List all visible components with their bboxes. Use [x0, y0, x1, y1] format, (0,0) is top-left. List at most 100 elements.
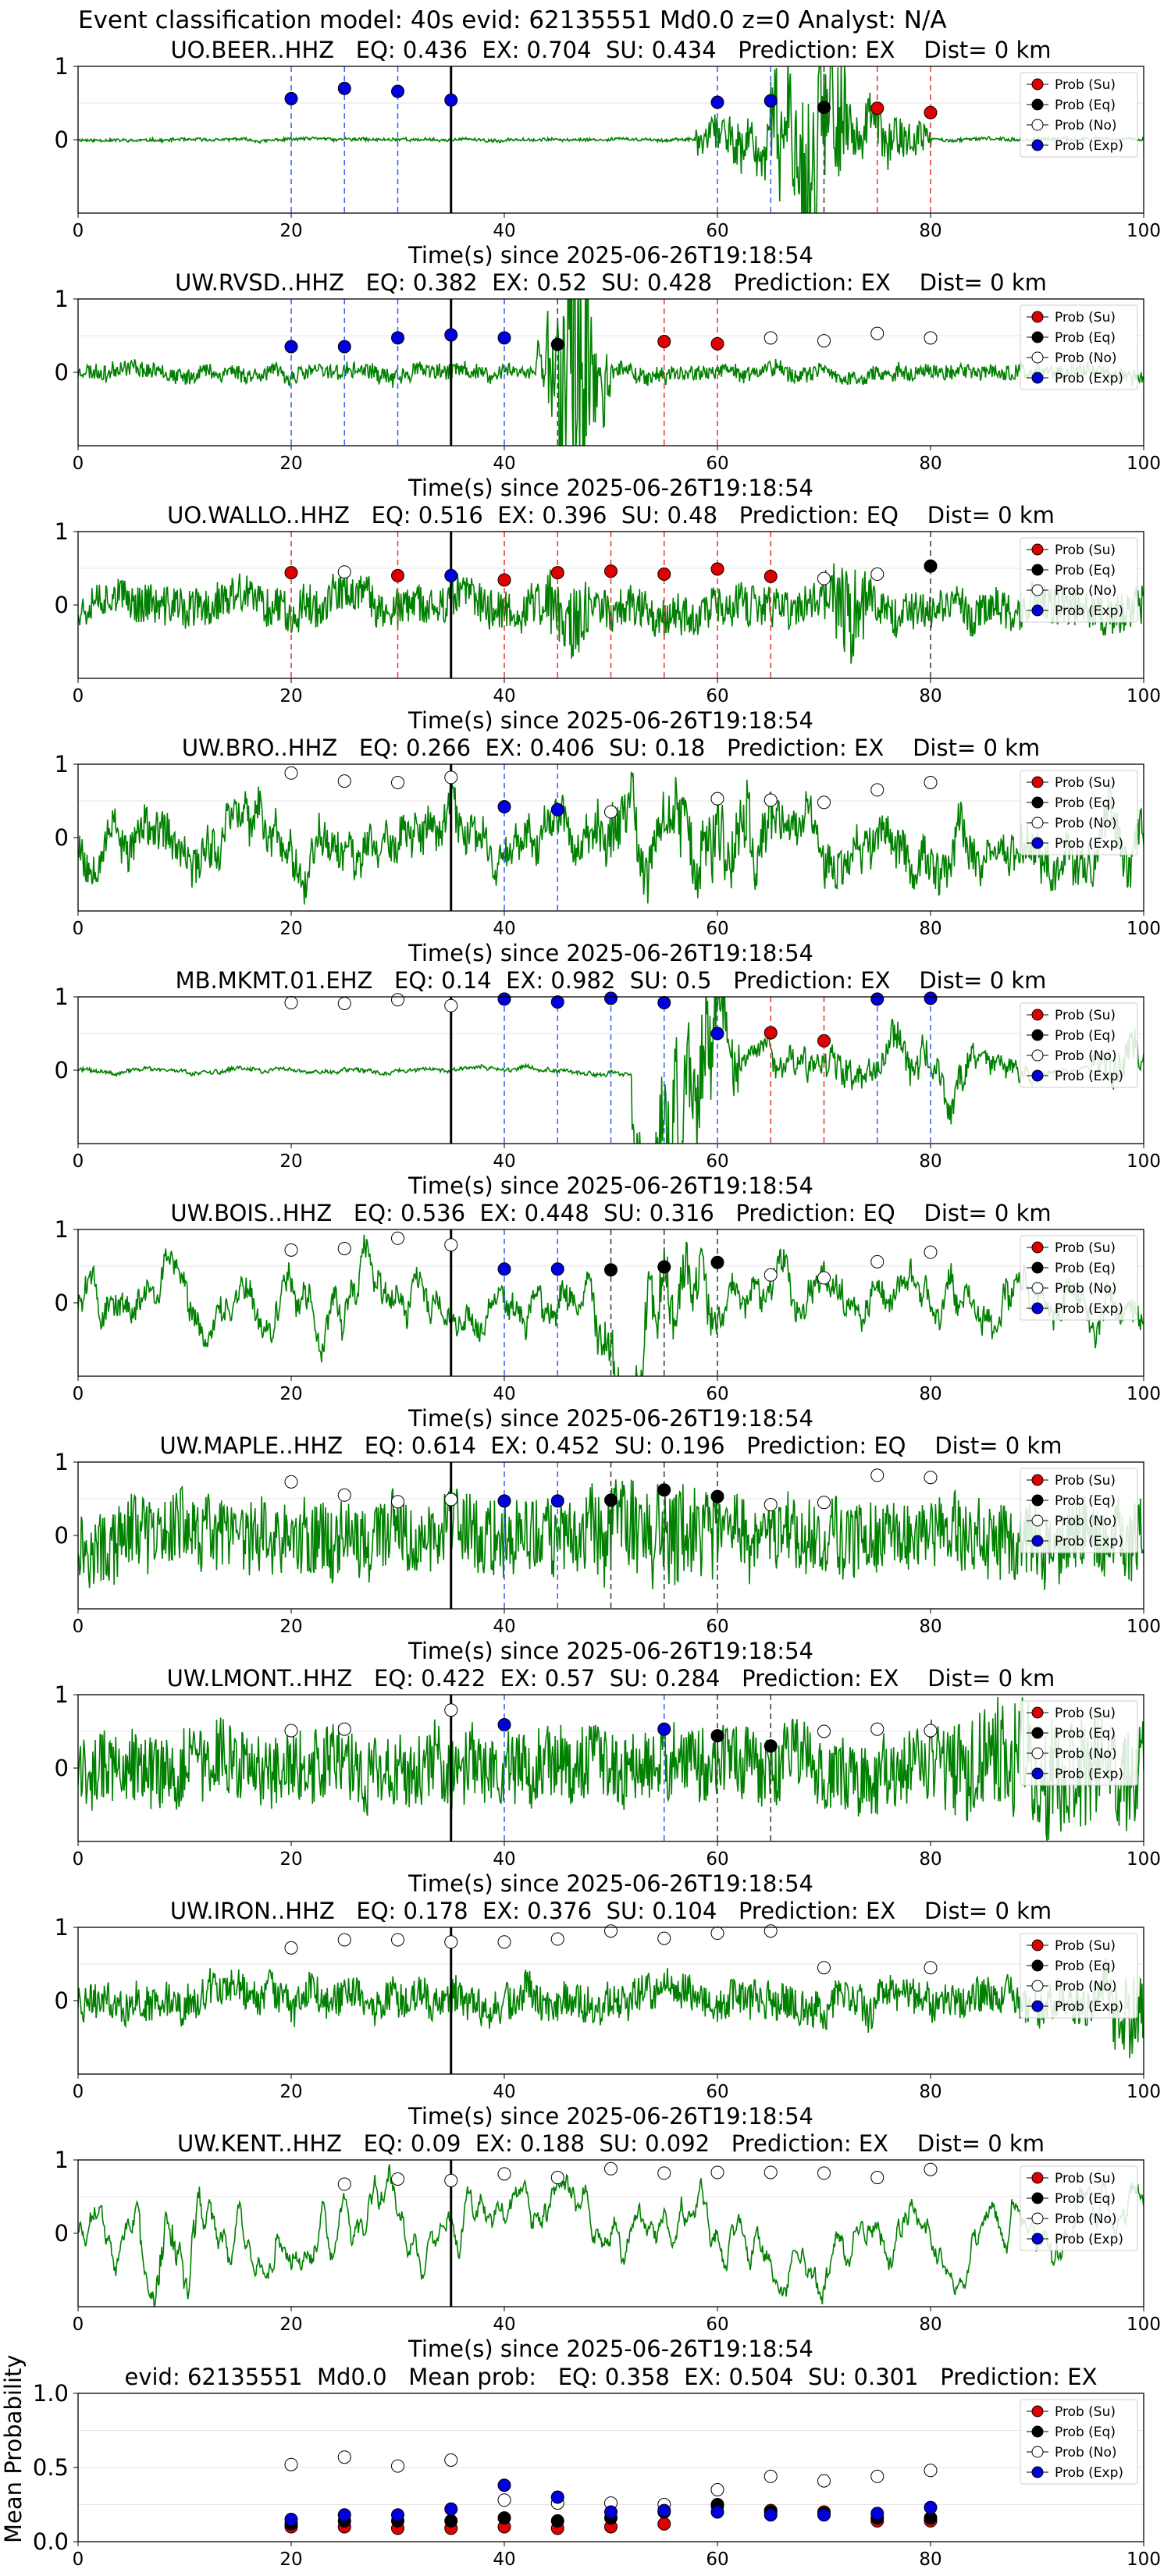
legend-marker-eq: [1031, 1029, 1044, 1041]
legend-box: [1020, 1933, 1138, 2019]
y-tick-label: 0.5: [33, 2454, 69, 2481]
prob-marker-eq: [657, 1483, 671, 1497]
x-axis-label: Time(s) since 2025-06-26T19:18:54: [408, 707, 813, 734]
prob-marker-exp: [924, 991, 938, 1005]
legend-label: Prob (Su): [1055, 543, 1116, 558]
prob-marker-su: [710, 336, 724, 350]
legend-marker-exp: [1031, 372, 1044, 384]
prob-marker-eq: [604, 1493, 618, 1507]
prob-marker-no: [870, 783, 884, 797]
prob-marker-no: [657, 2166, 671, 2180]
x-tick-label: 40: [493, 919, 515, 939]
x-tick-label: 100: [1127, 919, 1161, 939]
prob-marker-su: [284, 566, 298, 580]
mean-prob-marker-exp: [763, 2508, 778, 2522]
x-tick-label: 0: [73, 2082, 84, 2102]
x-tick-label: 0: [73, 919, 84, 939]
y-tick-label: 0: [55, 1755, 69, 1781]
y-tick-label: 1: [55, 2147, 69, 2173]
legend-marker-eq: [1031, 1727, 1044, 1739]
prob-marker-eq: [924, 559, 938, 573]
prob-marker-exp: [337, 340, 351, 354]
x-tick-label: 100: [1127, 1617, 1161, 1637]
legend-marker-eq: [1031, 564, 1044, 576]
prob-marker-eq: [710, 1255, 724, 1269]
legend-label: Prob (Su): [1055, 1706, 1116, 1721]
waveform-trace: [78, 771, 1144, 905]
waveform-trace: [78, 2164, 1144, 2307]
prob-marker-exp: [604, 991, 618, 1005]
y-tick-label: 0.0: [33, 2528, 69, 2555]
waveform-trace: [78, 299, 1144, 446]
legend-marker-exp: [1031, 2233, 1044, 2245]
prob-marker-no: [444, 1935, 458, 1949]
prob-marker-su: [763, 1026, 778, 1040]
prob-marker-no: [497, 2167, 511, 2181]
prob-marker-no: [710, 1927, 724, 1941]
mean-prob-marker-eq: [497, 2511, 511, 2525]
y-tick-label: 1: [55, 1216, 69, 1243]
panel-title: evid: 62135551 Md0.0 Mean prob: EQ: 0.35…: [124, 2364, 1098, 2390]
mean-probability-panel: 0 20 40 60 80 100 0.0 0.5 1.0 Prob (Su) Prob (Eq) P…: [33, 2380, 1161, 2570]
prob-marker-su: [550, 566, 564, 580]
prob-marker-no: [870, 326, 884, 340]
x-tick-label: 100: [1127, 221, 1161, 241]
prob-marker-exp: [497, 331, 511, 345]
prob-marker-exp: [550, 995, 564, 1009]
legend-label: Prob (Exp): [1055, 2465, 1123, 2481]
prob-marker-no: [444, 1493, 458, 1507]
prob-marker-no: [391, 776, 404, 789]
prob-marker-no: [337, 996, 351, 1010]
legend-label: Prob (Exp): [1055, 1301, 1123, 1317]
prob-marker-no: [604, 805, 618, 819]
legend-label: Prob (Eq): [1055, 563, 1116, 578]
legend-label: Prob (Su): [1055, 1938, 1116, 1954]
x-tick-label: 60: [706, 2549, 728, 2570]
x-tick-label: 0: [73, 1617, 84, 1637]
y-tick-label: 0: [55, 126, 69, 153]
legend-marker-eq: [1031, 2192, 1044, 2204]
x-tick-label: 20: [279, 1849, 302, 1870]
prob-marker-exp: [497, 1494, 511, 1508]
legend-label: Prob (Su): [1055, 1008, 1116, 1023]
prob-marker-exp: [550, 1262, 564, 1276]
waveform-panel-10: 0 20 40 60 80 100 0 1 Prob (Su) Prob (Eq) Prob (No…: [55, 2147, 1161, 2335]
x-tick-label: 80: [919, 1384, 941, 1404]
x-tick-label: 20: [279, 454, 302, 474]
legend-marker-no: [1031, 119, 1044, 131]
panel-title: UW.MAPLE..HHZ EQ: 0.614 EX: 0.452 SU: 0.…: [159, 1432, 1062, 1459]
prob-marker-no: [763, 1924, 778, 1938]
legend-marker-su: [1031, 2405, 1044, 2418]
prob-marker-exp: [391, 331, 404, 345]
legend-box: [1020, 2399, 1138, 2485]
legend-box: [1020, 72, 1138, 158]
prob-marker-no: [391, 993, 404, 1007]
legend-marker-su: [1031, 78, 1044, 91]
x-tick-label: 80: [919, 454, 941, 474]
x-tick-label: 0: [73, 1384, 84, 1404]
prob-marker-eq: [710, 1489, 724, 1503]
prob-marker-exp: [497, 1718, 511, 1732]
prob-marker-no: [763, 1268, 778, 1282]
prob-marker-no: [817, 571, 831, 585]
x-tick-label: 60: [706, 1151, 728, 1172]
y-tick-label: 1: [55, 1914, 69, 1941]
x-tick-label: 40: [493, 1849, 515, 1870]
prob-marker-exp: [657, 996, 671, 1010]
prob-marker-no: [391, 1495, 404, 1509]
x-tick-label: 80: [919, 1849, 941, 1870]
x-tick-label: 100: [1127, 2549, 1161, 2570]
legend-marker-exp: [1031, 1302, 1044, 1315]
x-tick-label: 80: [919, 221, 941, 241]
prob-marker-exp: [763, 94, 778, 108]
waveform-trace: [78, 1696, 1144, 1841]
mean-prob-marker-su: [657, 2517, 671, 2531]
prob-marker-no: [657, 1931, 671, 1945]
x-tick-label: 100: [1127, 1384, 1161, 1404]
prob-marker-eq: [657, 1260, 671, 1274]
legend-marker-su: [1031, 311, 1044, 323]
x-axis-label: Time(s) since 2025-06-26T19:18:54: [408, 2103, 813, 2129]
x-tick-label: 80: [919, 2082, 941, 2102]
x-tick-label: 100: [1127, 454, 1161, 474]
mean-prob-marker-no: [391, 2459, 404, 2473]
